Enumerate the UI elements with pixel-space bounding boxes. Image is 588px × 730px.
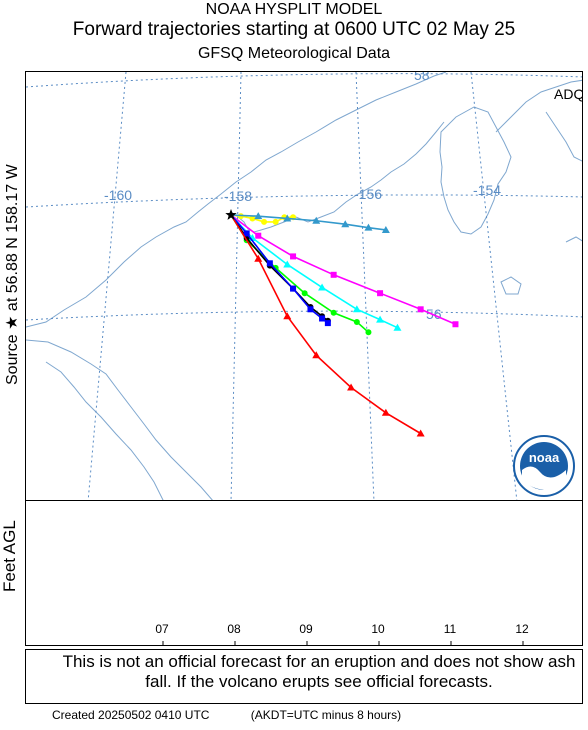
- lon-label-154: -154: [473, 182, 501, 198]
- map-track-3-point: [376, 315, 385, 323]
- x-tick-label: 07: [155, 622, 169, 636]
- coastline-inner: [230, 121, 445, 233]
- coastline-peninsula: [26, 72, 447, 328]
- map-track-3-point: [318, 283, 327, 291]
- trajectory-map: -160 -158 -156 -154 58 56 ADQ noaa: [25, 71, 583, 501]
- lat-label-58: 58: [414, 72, 430, 83]
- created-timestamp: Created 20250502 0410 UTC: [52, 708, 210, 722]
- chart-title: Forward trajectories starting at 0600 UT…: [72, 19, 516, 40]
- source-star-icon: [225, 209, 237, 220]
- x-tick-label: 08: [227, 622, 241, 636]
- map-track-0-point: [249, 215, 256, 222]
- grid-lon-160: [87, 72, 127, 500]
- noaa-logo: noaa: [513, 435, 575, 497]
- disclaimer-box: This is not an official forecast for an …: [25, 649, 583, 704]
- grid-lon-154: [470, 72, 518, 500]
- lon-label-156: -156: [354, 186, 382, 202]
- map-track-1-point: [341, 220, 350, 228]
- island-trinity: [565, 236, 582, 243]
- coastline-kodiak-east: [495, 79, 582, 133]
- coastline-alaska-east: [545, 111, 582, 162]
- map-track-2-point: [330, 271, 337, 278]
- map-track-3-point: [283, 260, 292, 268]
- chart-subtitle: GFSQ Meteorological Data: [197, 45, 391, 62]
- map-track-4-point: [301, 290, 308, 297]
- disclaimer-text: This is not an official forecast for an …: [62, 652, 576, 691]
- map-track-4-point: [365, 329, 372, 336]
- altitude-panel: 5000100001500020000300004000050000 40500…: [25, 500, 583, 646]
- coastline-peninsula-south: [26, 339, 213, 500]
- map-track-7-point: [381, 408, 390, 416]
- map-track-7-point: [312, 351, 321, 359]
- timezone-note: (AKDT=UTC minus 8 hours): [250, 708, 402, 722]
- coastline-kodiak: [439, 106, 512, 235]
- map-track-6-point: [290, 285, 297, 292]
- map-track-7-point: [283, 312, 292, 320]
- map-track-3-point: [393, 323, 402, 331]
- lon-label-158: -158: [224, 188, 252, 204]
- source-location-label: Source ★ at 56.88 N 158.17 W: [4, 164, 21, 385]
- grid-lat-57: [26, 194, 582, 208]
- map-track-1-point: [283, 214, 292, 222]
- map-track-2-point: [452, 321, 459, 328]
- map-track-1-point: [254, 212, 263, 220]
- lon-label-160: -160: [104, 187, 132, 203]
- map-track-3-point: [352, 305, 361, 313]
- noaa-logo-text: noaa: [529, 450, 560, 465]
- chart-title-line1: NOAA HYSPLIT MODEL: [205, 1, 383, 18]
- map-track-1-point: [364, 223, 373, 231]
- map-track-1-point: [381, 225, 390, 233]
- map-track-7-point: [416, 429, 425, 437]
- map-track-2-point: [255, 232, 262, 239]
- map-track-0-point: [261, 218, 268, 225]
- adq-label: ADQ: [554, 86, 583, 102]
- footer: Created 20250502 0410 UTC (AKDT=UTC minu…: [52, 708, 439, 722]
- coastline-islands-south: [45, 361, 164, 500]
- map-track-6-point: [307, 306, 314, 313]
- island-chirikof: [500, 276, 522, 295]
- map-track-1-point: [312, 216, 321, 224]
- x-tick-label: 12: [515, 622, 529, 636]
- y-axis-label: Feet AGL: [0, 520, 19, 592]
- map-track-7-point: [254, 254, 263, 262]
- map-track-7-point: [347, 383, 356, 391]
- x-tick-label: 11: [443, 622, 457, 636]
- x-tick-label: 10: [371, 622, 385, 636]
- map-track-4-point: [330, 309, 337, 316]
- map-track-2-point: [417, 306, 424, 313]
- lat-label-56: 56: [426, 306, 442, 322]
- grid-lon-158: [230, 72, 242, 500]
- map-track-6-point: [243, 230, 250, 237]
- map-track-0-point: [272, 218, 279, 225]
- grid-lat-58: [26, 73, 582, 88]
- map-track-6-point: [319, 315, 326, 322]
- map-track-6-point: [266, 260, 273, 267]
- map-track-2-point: [377, 290, 384, 297]
- map-track-4-point: [353, 318, 360, 325]
- x-tick-label: 09: [299, 622, 313, 636]
- grid-lat-56: [26, 310, 582, 321]
- map-track-6-point: [324, 320, 331, 327]
- map-track-2-point: [290, 253, 297, 260]
